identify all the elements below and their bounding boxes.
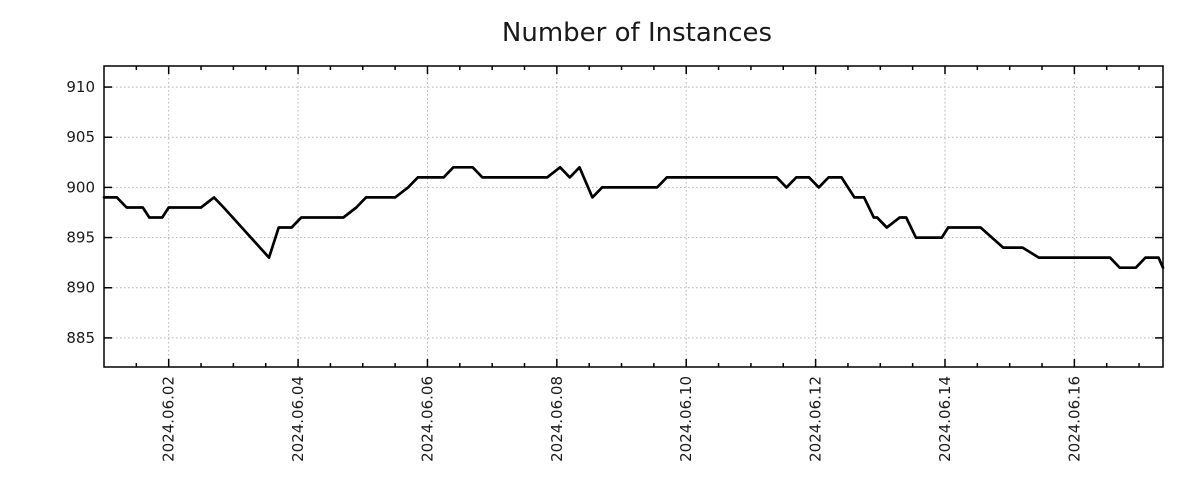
gridlines: [104, 66, 1163, 367]
x-tick-label: 2024.06.14: [936, 376, 954, 462]
x-tick-labels: 2024.06.02 2024.06.04 2024.06.06 2024.06.08…: [160, 376, 1084, 462]
instances-data-line: [102, 165, 1165, 270]
y-tick-labels: 885 890 895 900 905 910: [66, 78, 95, 347]
plot-border: [103, 65, 1164, 368]
y-tick-label: 895: [66, 229, 95, 247]
x-tick-label: 2024.06.10: [677, 376, 695, 462]
chart-title: Number of Instances: [502, 18, 772, 48]
y-tick-label: 885: [66, 329, 95, 347]
x-tick-label: 2024.06.08: [548, 376, 566, 462]
data-series: [102, 165, 1165, 270]
y-tick-label: 910: [66, 78, 95, 96]
x-tick-label: 2024.06.16: [1065, 376, 1083, 462]
axis-ticks: [104, 66, 1163, 367]
x-tick-label: 2024.06.12: [807, 376, 825, 462]
x-tick-label: 2024.06.06: [418, 376, 436, 462]
y-tick-label: 900: [66, 178, 95, 196]
y-tick-label: 890: [66, 279, 95, 297]
x-tick-label: 2024.06.02: [160, 376, 178, 462]
y-tick-label: 905: [66, 128, 95, 146]
x-tick-label: 2024.06.04: [289, 376, 307, 462]
